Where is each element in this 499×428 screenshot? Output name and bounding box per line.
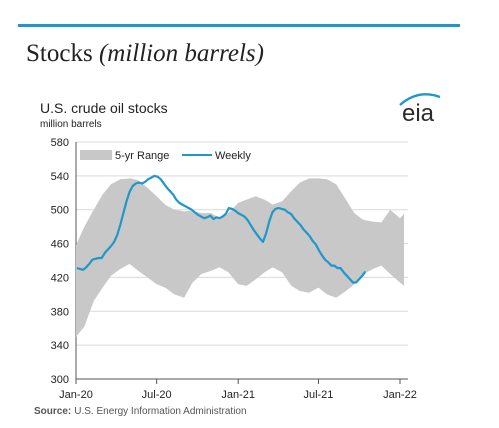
section-heading-italic: (million barrels) bbox=[98, 40, 264, 67]
five-year-range-band bbox=[76, 178, 404, 337]
legend-range-label: 5-yr Range bbox=[115, 150, 169, 162]
y-tick-label: 540 bbox=[51, 171, 69, 183]
eia-logo-swoosh bbox=[399, 93, 441, 106]
x-tick-label: Jan-22 bbox=[383, 389, 417, 401]
x-tick-label: Jan-20 bbox=[59, 389, 93, 401]
top-accent-rule bbox=[18, 24, 460, 27]
source-text: U.S. Energy Information Administration bbox=[74, 406, 246, 417]
legend-weekly-label: Weekly bbox=[215, 150, 251, 162]
section-heading: Stocks (million barrels) bbox=[26, 40, 264, 68]
eia-logo-icon: eia bbox=[399, 93, 441, 127]
y-tick-label: 500 bbox=[51, 205, 69, 217]
y-tick-label: 460 bbox=[51, 239, 69, 251]
chart-subtitle: million barrels bbox=[40, 119, 102, 130]
source-label: Source: bbox=[34, 406, 71, 417]
tick-labels: 300 340 380 420 460 500 540 580 Jan-20 Jul-20 Jan-… bbox=[51, 137, 417, 401]
y-tick-label: 380 bbox=[51, 306, 69, 318]
source-note: Source: U.S. Energy Information Administr… bbox=[34, 406, 247, 417]
legend: 5-yr Range Weekly bbox=[80, 150, 251, 162]
series-layer bbox=[76, 174, 367, 284]
range-layer bbox=[76, 178, 404, 337]
y-tick-label: 420 bbox=[51, 272, 69, 284]
x-tick-label: Jul-20 bbox=[142, 389, 172, 401]
y-tick-label: 300 bbox=[51, 374, 69, 386]
eia-logo-text: eia bbox=[402, 100, 435, 127]
x-tick-label: Jan-21 bbox=[221, 389, 255, 401]
chart-title: U.S. crude oil stocks bbox=[40, 100, 168, 116]
weekly-series-line bbox=[76, 174, 367, 284]
section-heading-main: Stocks bbox=[26, 40, 93, 67]
y-tick-label: 340 bbox=[51, 340, 69, 352]
legend-range-swatch bbox=[80, 150, 112, 160]
x-tick-label: Jul-21 bbox=[303, 389, 333, 401]
y-tick-label: 580 bbox=[51, 137, 69, 149]
